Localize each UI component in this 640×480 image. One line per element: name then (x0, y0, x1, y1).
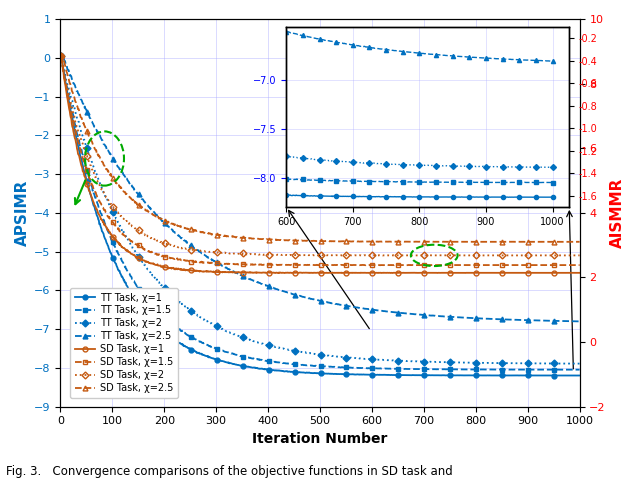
TT Task, χ=2 (471, 360, 479, 366)
SD Task, χ=2 (57, 53, 65, 59)
SD Task, χ=1.5 (472, 262, 479, 268)
SD Task, χ=2.5 (57, 53, 65, 59)
Line: TT Task, χ=2.5: TT Task, χ=2.5 (58, 51, 582, 324)
SD Task, χ=1 (110, 234, 118, 240)
TT Task, χ=1 (285, 369, 293, 374)
TT Task, χ=2.5 (57, 53, 65, 59)
TT Task, χ=1 (110, 257, 118, 263)
SD Task, χ=2 (267, 252, 275, 257)
SD Task, χ=1 (271, 270, 279, 276)
TT Task, χ=2 (576, 361, 584, 367)
Y-axis label: APSIMR: APSIMR (15, 180, 30, 246)
SD Task, χ=2.5 (111, 178, 118, 183)
TT Task, χ=2.5 (268, 285, 275, 290)
TT Task, χ=1.5 (110, 241, 118, 247)
TT Task, χ=1 (267, 367, 275, 373)
TT Task, χ=2.5 (286, 290, 294, 296)
TT Task, χ=2 (461, 360, 469, 365)
X-axis label: Iteration Number: Iteration Number (252, 432, 388, 446)
TT Task, χ=2.5 (462, 315, 470, 321)
TT Task, χ=1 (461, 372, 469, 378)
SD Task, χ=1 (414, 270, 422, 276)
Y-axis label: AISMMR: AISMMR (610, 178, 625, 248)
TT Task, χ=1.5 (285, 361, 293, 367)
TT Task, χ=2 (285, 347, 293, 352)
SD Task, χ=1.5 (110, 221, 118, 227)
TT Task, χ=2.5 (58, 50, 65, 56)
SD Task, χ=2.5 (58, 51, 65, 57)
SD Task, χ=1.5 (285, 262, 293, 268)
Line: SD Task, χ=2.5: SD Task, χ=2.5 (58, 51, 582, 244)
TT Task, χ=1 (413, 372, 421, 378)
TT Task, χ=2 (267, 343, 275, 348)
TT Task, χ=2 (413, 359, 421, 364)
Legend: TT Task, χ=1, TT Task, χ=1.5, TT Task, χ=2, TT Task, χ=2.5, SD Task, χ=1, SD Tas: TT Task, χ=1, TT Task, χ=1.5, TT Task, χ… (70, 288, 178, 398)
TT Task, χ=1.5 (561, 367, 569, 372)
TT Task, χ=1.5 (576, 367, 584, 372)
SD Task, χ=2 (576, 252, 584, 258)
SD Task, χ=2.5 (414, 239, 422, 245)
SD Task, χ=1 (57, 53, 65, 59)
SD Task, χ=1 (462, 270, 470, 276)
SD Task, χ=2 (462, 252, 470, 258)
SD Task, χ=1.5 (414, 262, 422, 268)
SD Task, χ=1 (472, 270, 479, 276)
SD Task, χ=1.5 (462, 262, 470, 268)
SD Task, χ=1 (576, 270, 584, 276)
SD Task, χ=2.5 (472, 239, 479, 245)
SD Task, χ=2.5 (463, 239, 470, 245)
TT Task, χ=1.5 (267, 359, 275, 364)
TT Task, χ=2.5 (111, 157, 118, 163)
Line: SD Task, χ=2: SD Task, χ=2 (58, 53, 582, 258)
SD Task, χ=2.5 (268, 237, 275, 242)
TT Task, χ=1.5 (57, 53, 65, 59)
Line: TT Task, χ=1.5: TT Task, χ=1.5 (58, 53, 582, 372)
TT Task, χ=1 (576, 372, 584, 378)
SD Task, χ=1.5 (57, 53, 65, 59)
SD Task, χ=2 (285, 252, 293, 258)
SD Task, χ=2.5 (576, 239, 584, 245)
TT Task, χ=1.5 (413, 366, 421, 372)
Line: SD Task, χ=1: SD Task, χ=1 (58, 53, 582, 276)
SD Task, χ=2 (414, 252, 422, 258)
TT Task, χ=2 (575, 361, 582, 367)
SD Task, χ=2.5 (286, 237, 294, 243)
SD Task, χ=1 (286, 270, 294, 276)
TT Task, χ=1.5 (471, 367, 479, 372)
SD Task, χ=1.5 (267, 262, 275, 268)
SD Task, χ=2 (472, 252, 479, 258)
Text: Fig. 3.   Convergence comparisons of the objective functions in SD task and: Fig. 3. Convergence comparisons of the o… (6, 465, 453, 478)
TT Task, χ=1.5 (461, 367, 469, 372)
TT Task, χ=1 (564, 372, 572, 378)
TT Task, χ=2 (110, 212, 118, 217)
TT Task, χ=2 (57, 53, 65, 59)
SD Task, χ=1.5 (320, 263, 328, 268)
Line: TT Task, χ=1: TT Task, χ=1 (58, 53, 582, 378)
SD Task, χ=1.5 (576, 262, 584, 268)
TT Task, χ=2.5 (414, 312, 422, 317)
TT Task, χ=2.5 (472, 315, 479, 321)
SD Task, χ=2 (338, 252, 346, 258)
TT Task, χ=1 (471, 372, 479, 378)
Line: SD Task, χ=1.5: SD Task, χ=1.5 (58, 53, 582, 268)
SD Task, χ=2.5 (408, 239, 416, 245)
SD Task, χ=2 (110, 205, 118, 211)
TT Task, χ=1 (57, 53, 65, 59)
TT Task, χ=2.5 (574, 319, 582, 324)
SD Task, χ=1 (267, 270, 275, 276)
Line: TT Task, χ=2: TT Task, χ=2 (58, 53, 582, 366)
TT Task, χ=2.5 (576, 318, 584, 324)
